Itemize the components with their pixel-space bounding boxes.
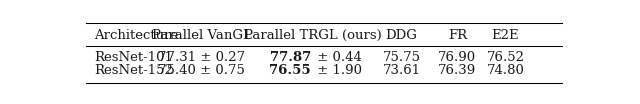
Text: E2E: E2E <box>492 29 519 42</box>
Text: DDG: DDG <box>386 29 417 42</box>
Text: ± 1.90: ± 1.90 <box>313 64 362 77</box>
Text: 75.75: 75.75 <box>383 51 420 64</box>
Text: Parallel TRGL (ours): Parallel TRGL (ours) <box>244 29 381 42</box>
Text: 77.87: 77.87 <box>269 51 311 64</box>
Text: 75.40 ± 0.75: 75.40 ± 0.75 <box>158 64 245 77</box>
Text: ResNet-152: ResNet-152 <box>94 64 173 77</box>
Text: 73.61: 73.61 <box>383 64 420 77</box>
Text: FR: FR <box>448 29 467 42</box>
Text: 76.39: 76.39 <box>438 64 477 77</box>
Text: ResNet-101: ResNet-101 <box>94 51 173 64</box>
Text: Parallel VanGL: Parallel VanGL <box>152 29 252 42</box>
Text: 76.55: 76.55 <box>269 64 311 77</box>
Text: 76.52: 76.52 <box>486 51 524 64</box>
Text: Architecture: Architecture <box>94 29 178 42</box>
Text: 76.90: 76.90 <box>438 51 477 64</box>
Text: ± 0.44: ± 0.44 <box>313 51 362 64</box>
Text: 74.80: 74.80 <box>486 64 524 77</box>
Text: 77.31 ± 0.27: 77.31 ± 0.27 <box>158 51 245 64</box>
